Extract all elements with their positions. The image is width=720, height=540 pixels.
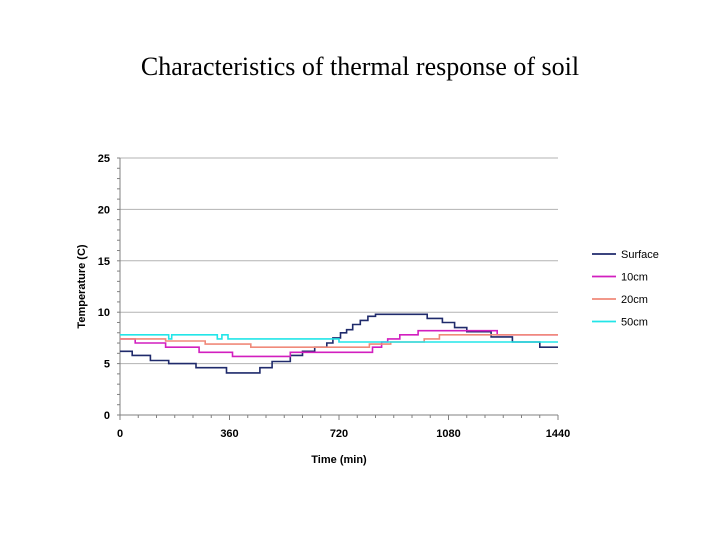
y-tick-label: 20 — [98, 204, 110, 216]
y-tick-label: 15 — [98, 256, 110, 268]
chart-legend: Surface 10cm 20cm 50cm — [592, 249, 659, 329]
legend-label-10cm: 10cm — [621, 272, 648, 284]
y-tick-label: 0 — [104, 410, 110, 422]
slide-title: Characteristics of thermal response of s… — [140, 52, 580, 81]
y-tick-label: 10 — [98, 307, 110, 319]
chart-grid — [120, 157, 558, 416]
legend-label-20cm: 20cm — [621, 294, 648, 306]
x-axis-label: Time (min) — [311, 454, 367, 466]
y-axis-label: Temperature (C) — [76, 244, 88, 328]
y-tick-label: 5 — [104, 359, 110, 371]
legend-label-50cm: 50cm — [621, 317, 648, 329]
y-tick-label: 25 — [98, 153, 110, 165]
chart-series — [120, 313, 558, 374]
chart-tick-labels: 0 5 10 15 20 25 0 360 720 1080 1440 — [98, 153, 570, 440]
x-tick-label: 0 — [117, 428, 123, 440]
series-line-50cm — [120, 333, 558, 343]
chart-axes — [117, 157, 559, 420]
x-tick-label: 720 — [330, 428, 348, 440]
x-tick-label: 360 — [220, 428, 238, 440]
legend-label-surface: Surface — [621, 249, 659, 261]
series-line-20cm — [120, 333, 558, 349]
x-tick-label: 1080 — [436, 428, 460, 440]
series-line-surface — [120, 313, 558, 374]
x-tick-label: 1440 — [546, 428, 570, 440]
series-line-10cm — [120, 329, 558, 358]
